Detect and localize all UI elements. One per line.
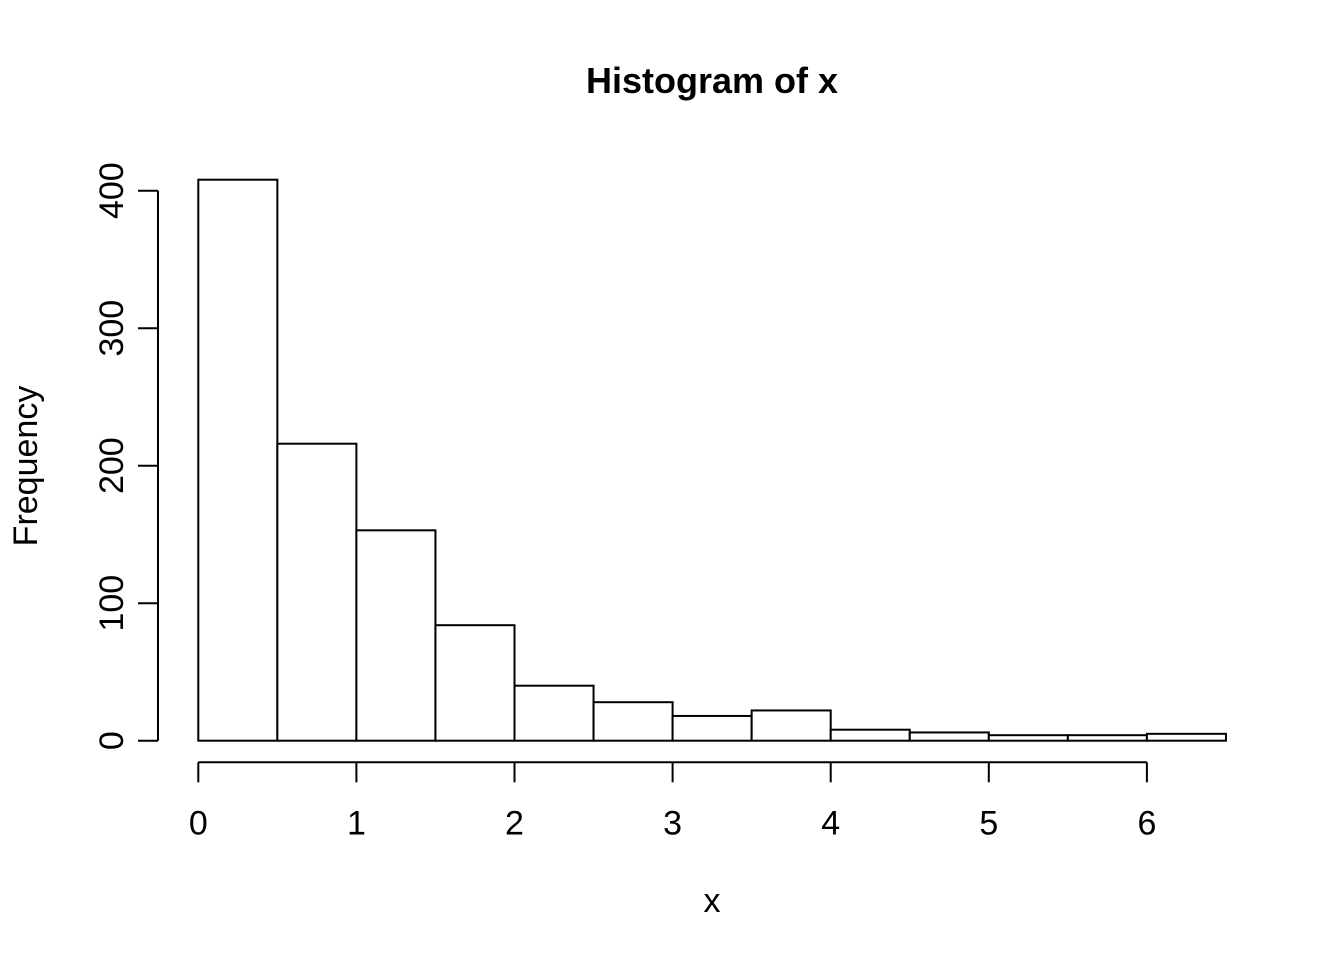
y-axis-title: Frequency bbox=[7, 386, 45, 547]
histogram-bar bbox=[908, 731, 990, 742]
histogram-bar bbox=[592, 701, 674, 742]
x-tick-label: 0 bbox=[189, 804, 208, 842]
x-axis: 0 1 2 3 4 5 6 bbox=[189, 761, 1156, 842]
histogram-bar bbox=[671, 714, 753, 742]
y-tick-label: 200 bbox=[93, 437, 131, 494]
y-axis: 0 100 200 300 400 bbox=[93, 162, 159, 750]
y-tick-label: 0 bbox=[93, 731, 131, 750]
histogram-bar bbox=[1145, 732, 1227, 742]
x-tick-label: 1 bbox=[347, 804, 366, 842]
plot-title: Histogram of x bbox=[586, 60, 838, 101]
histogram-bar bbox=[355, 529, 437, 742]
histogram-bar bbox=[276, 442, 358, 742]
y-tick-label: 300 bbox=[93, 300, 131, 357]
x-tick-label: 4 bbox=[821, 804, 840, 842]
y-tick-label: 100 bbox=[93, 575, 131, 632]
histogram-bar bbox=[1066, 734, 1148, 742]
x-tick-label: 3 bbox=[663, 804, 682, 842]
histogram-bar bbox=[987, 734, 1069, 742]
histogram-bar bbox=[434, 624, 516, 742]
histogram-bar bbox=[750, 709, 832, 742]
histogram-bar bbox=[829, 728, 911, 742]
x-tick-label: 2 bbox=[505, 804, 524, 842]
histogram-bar bbox=[513, 684, 595, 742]
x-tick-label: 6 bbox=[1137, 804, 1156, 842]
x-tick-label: 5 bbox=[979, 804, 998, 842]
bars-group bbox=[197, 178, 1227, 742]
x-axis-title: x bbox=[704, 882, 721, 920]
y-tick-label: 400 bbox=[93, 162, 131, 219]
histogram-bar bbox=[197, 178, 279, 742]
